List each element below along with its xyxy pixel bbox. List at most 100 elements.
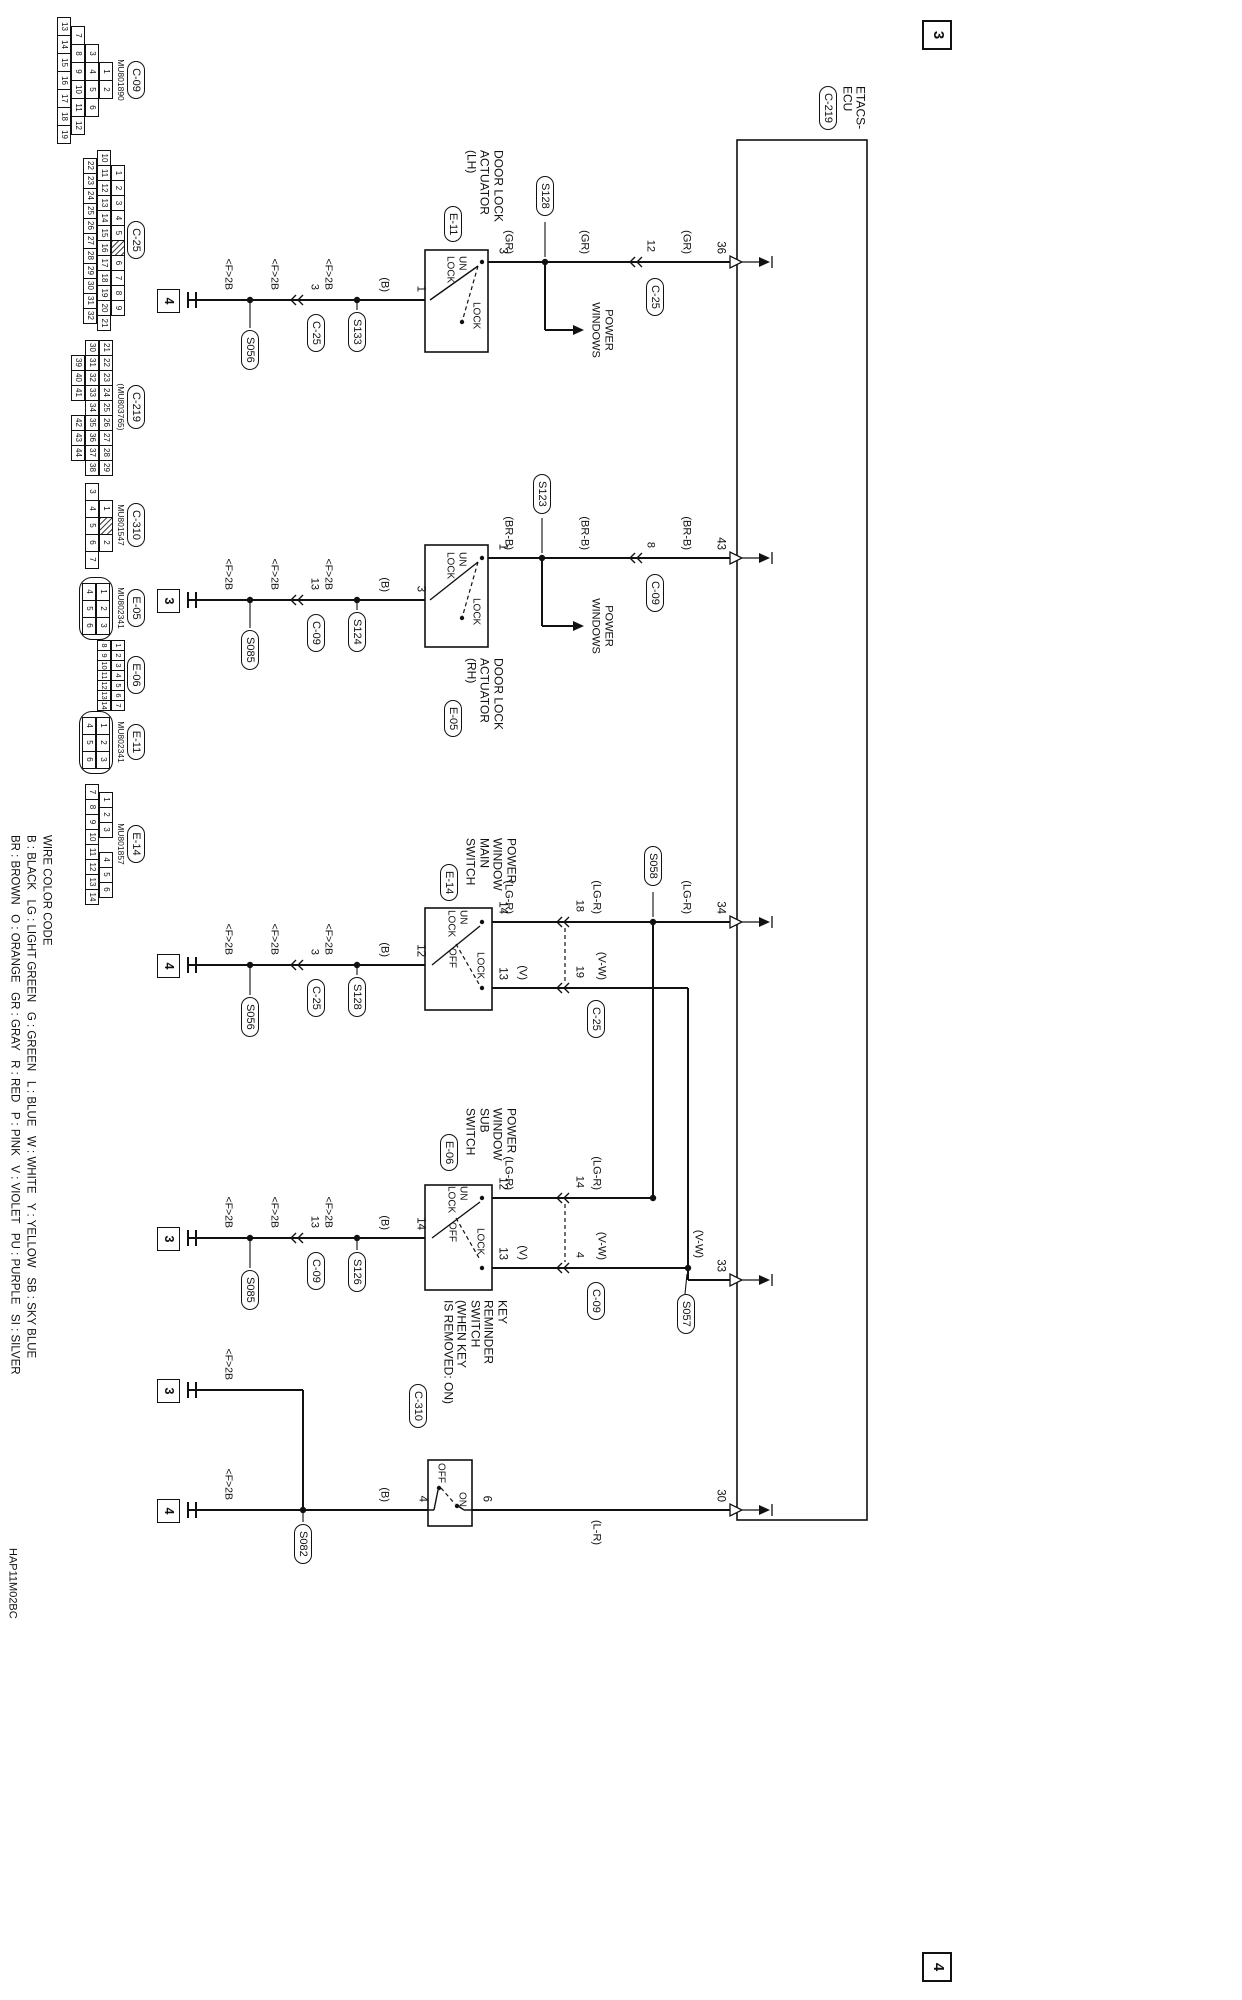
pin-cell — [111, 240, 125, 256]
wire-color-label: (LG-R) — [502, 880, 515, 914]
page-ref-box: 4 — [157, 289, 180, 313]
splice-label: S123 — [533, 474, 551, 514]
connector-view-C-219: C-219 (MU803765) 21 22 23 24 25 26 27 28 29 30 31 32 3… — [71, 339, 146, 476]
component-label: ACTUATOR — [478, 150, 492, 215]
pin-cell: 25 — [83, 202, 97, 219]
junction-dots — [246, 258, 692, 1514]
page-number-left: 3 — [922, 20, 952, 50]
crossing-pin-number: 18 — [573, 899, 586, 912]
component-label: (WHEN KEY — [455, 1300, 469, 1369]
pin-grid: 21 22 23 24 25 26 27 28 29 30 31 32 33 34 35 36 37 38 39 40… — [71, 339, 113, 476]
wire-color-label: (GR) — [680, 230, 693, 254]
pin-cell: 16 — [57, 71, 71, 90]
harness-code-label: <F>2B — [222, 1196, 235, 1228]
splice-label: S057 — [677, 1294, 695, 1334]
pin-cell: 2 — [96, 599, 110, 618]
wire-color-label: (V) — [516, 965, 529, 980]
component-pin-number: 1 — [414, 285, 427, 292]
pin-cell: 38 — [85, 459, 99, 476]
pin-cell: 2 — [99, 533, 113, 552]
pin-cell: 26 — [99, 414, 113, 431]
pin-cell: 26 — [83, 217, 97, 234]
pin-cell: 19 — [57, 125, 71, 144]
pin-cell: 31 — [83, 292, 97, 309]
pin-cell: 6 — [111, 255, 125, 271]
wire-color-label: (V-W) — [595, 951, 608, 980]
pin-cell: 7 — [85, 550, 99, 569]
page-ref-box: 3 — [157, 589, 180, 613]
component-connector-ref: E-14 — [440, 864, 458, 902]
harness-code-label: <F>2B — [268, 558, 281, 590]
connector-crossing-chevrons — [290, 256, 643, 1274]
connector-part-number: MU801890 — [116, 59, 126, 101]
pin-cell: 9 — [71, 62, 85, 81]
switch-position-label: UN — [456, 552, 468, 567]
pin-cell: 27 — [99, 429, 113, 446]
connector-view-E-14: E-14 MU801857 1 2 3 4 5 6 7 8 9 10 11 12 13 14 — [85, 784, 146, 905]
splice-label: S056 — [241, 330, 259, 370]
crossing-pin-number: 12 — [644, 239, 657, 252]
wire-color-label: (V) — [516, 1245, 529, 1260]
switch-position-label: LOCK — [474, 1228, 486, 1256]
wire-color-label: (L-R) — [590, 1520, 603, 1546]
pin-cell: 13 — [85, 874, 99, 890]
connector-name: C-25 — [127, 221, 145, 259]
legend-row-1: B : BLACK LG : LIGHT GREEN G : GREEN L :… — [24, 835, 37, 1359]
wire-color-label: (BR-B) — [578, 516, 591, 550]
pin-cell: 24 — [83, 187, 97, 204]
pin-cell: 6 — [82, 750, 96, 769]
pin-cell: 23 — [83, 172, 97, 189]
pin-cell: 1 — [99, 791, 113, 808]
pin-cell: 7 — [71, 26, 85, 45]
pin-cell: 13 — [57, 17, 71, 36]
connector-part-number: MU801547 — [116, 504, 126, 546]
component-pin-number: 6 — [480, 1495, 493, 1502]
pin-cell: 28 — [83, 247, 97, 264]
harness-code-label: <F>2B — [222, 258, 235, 290]
pin-cell: 8 — [85, 799, 99, 815]
pin-cell — [99, 516, 113, 535]
pin-cell: 2 — [99, 806, 113, 823]
wire-color-label: (B) — [378, 1215, 391, 1230]
crossing-pin-number: 3 — [308, 948, 321, 955]
harness-code-label: <F>2B — [322, 558, 335, 590]
pin-cell: 39 — [71, 354, 85, 371]
component-label: POWER — [504, 1108, 519, 1154]
connector-name: E-11 — [127, 723, 145, 761]
harness-code-label: <F>2B — [222, 1468, 235, 1500]
wire-color-label: (BR-B) — [680, 516, 693, 550]
switch-position-label: LOCK — [444, 552, 456, 580]
legend-row-2: BR : BROWN O : ORANGE GR : GRAY R : RED … — [8, 835, 21, 1375]
component-label: SWITCH — [468, 1300, 483, 1348]
pin-cell: 22 — [99, 354, 113, 371]
splice-leaders — [249, 222, 688, 1522]
pin-cell: 3 — [99, 821, 113, 838]
pin-cell: 30 — [85, 339, 99, 356]
pin-cell: 5 — [111, 225, 125, 241]
pin-cell — [99, 837, 113, 853]
crossing-pin-number: 13 — [308, 577, 321, 590]
connector-part-number: MU802341 — [116, 721, 126, 763]
ecu-pin-number: 43 — [714, 537, 727, 550]
pin-cell: 11 — [85, 844, 99, 860]
ecu-label-line2: ECU — [840, 86, 855, 112]
pin-cell: 4 — [82, 582, 96, 601]
wire-color-label: (LG-R) — [590, 880, 603, 914]
connector-part-number: (MU803765) — [116, 383, 126, 431]
component-label: MAIN — [477, 838, 492, 868]
pin-cell: 37 — [85, 444, 99, 461]
component-label: REMINDER — [482, 1300, 496, 1365]
component-connector-ref: E-05 — [444, 700, 462, 738]
pin-cell: 3 — [96, 616, 110, 635]
splice-label: S085 — [241, 630, 259, 670]
connector-name: C-09 — [127, 61, 145, 99]
etacs-ecu-box — [736, 139, 868, 1521]
connector-view-C-09: C-09 MU801890 1 2 3 4 5 6 7 8 9 10 11 12 13 14 15 16 17 18 1… — [57, 14, 146, 146]
power-window-main-switch-box — [424, 907, 493, 1011]
switch-position-label: LOCK — [445, 1186, 457, 1214]
crossing-connector-ref: C-09 — [646, 574, 664, 612]
